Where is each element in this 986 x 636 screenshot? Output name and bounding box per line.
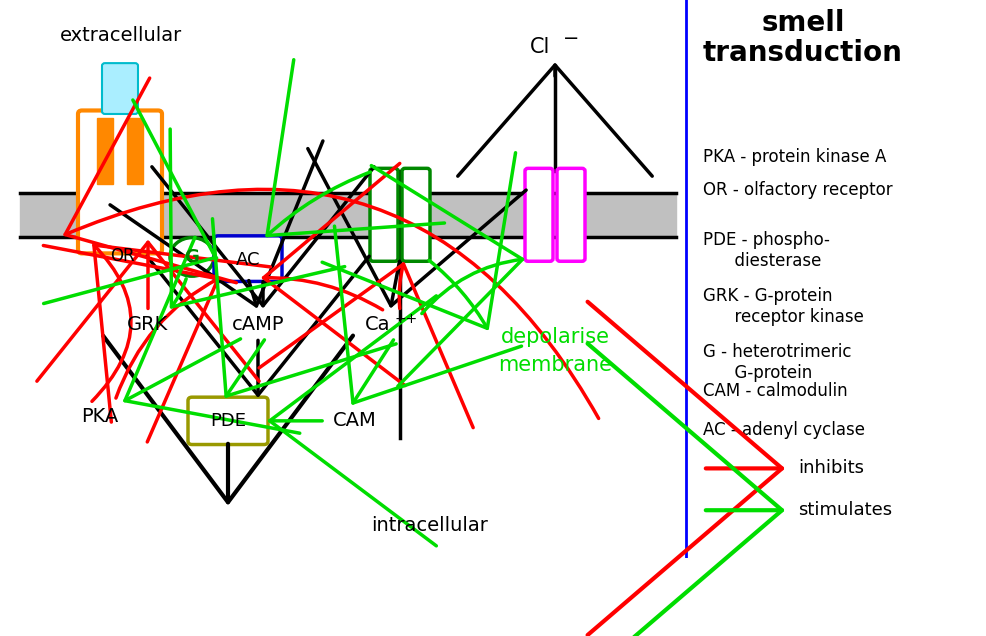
Text: depolarise
membrane: depolarise membrane [498, 327, 612, 375]
FancyBboxPatch shape [214, 236, 282, 282]
Text: PKA: PKA [82, 407, 118, 426]
Text: smell
transduction: smell transduction [703, 9, 903, 67]
FancyBboxPatch shape [525, 169, 553, 261]
Text: OR - olfactory receptor: OR - olfactory receptor [703, 181, 892, 199]
Text: cAMP: cAMP [232, 315, 284, 334]
Text: −: − [563, 29, 580, 48]
Text: inhibits: inhibits [798, 459, 864, 478]
Text: Cl: Cl [529, 37, 550, 57]
Text: Ca: Ca [365, 315, 390, 334]
Bar [97, 118, 113, 184]
Text: extracellular: extracellular [60, 26, 182, 45]
Text: PKA - protein kinase A: PKA - protein kinase A [703, 148, 886, 166]
Text: intracellular: intracellular [372, 516, 488, 535]
Bar [20, 193, 676, 237]
Text: AC - adenyl cyclase: AC - adenyl cyclase [703, 421, 865, 439]
Text: stimulates: stimulates [798, 501, 892, 519]
Text: GRK: GRK [127, 315, 169, 334]
FancyBboxPatch shape [188, 397, 268, 445]
Circle shape [170, 238, 214, 276]
Text: PDE - phospho-
      diesterase: PDE - phospho- diesterase [703, 232, 830, 270]
FancyBboxPatch shape [370, 169, 398, 261]
FancyBboxPatch shape [102, 63, 138, 114]
Text: G: G [184, 248, 199, 266]
Text: ++: ++ [395, 312, 418, 326]
Text: CAM: CAM [333, 411, 377, 431]
Text: CAM - calmodulin: CAM - calmodulin [703, 382, 848, 400]
Bar [127, 118, 143, 184]
Text: OR: OR [109, 247, 134, 265]
Text: G - heterotrimeric
      G-protein: G - heterotrimeric G-protein [703, 343, 852, 382]
FancyBboxPatch shape [557, 169, 585, 261]
FancyBboxPatch shape [402, 169, 430, 261]
Text: AC: AC [236, 251, 260, 268]
Text: GRK - G-protein
      receptor kinase: GRK - G-protein receptor kinase [703, 287, 864, 326]
FancyBboxPatch shape [78, 111, 162, 253]
Text: PDE: PDE [210, 412, 246, 430]
